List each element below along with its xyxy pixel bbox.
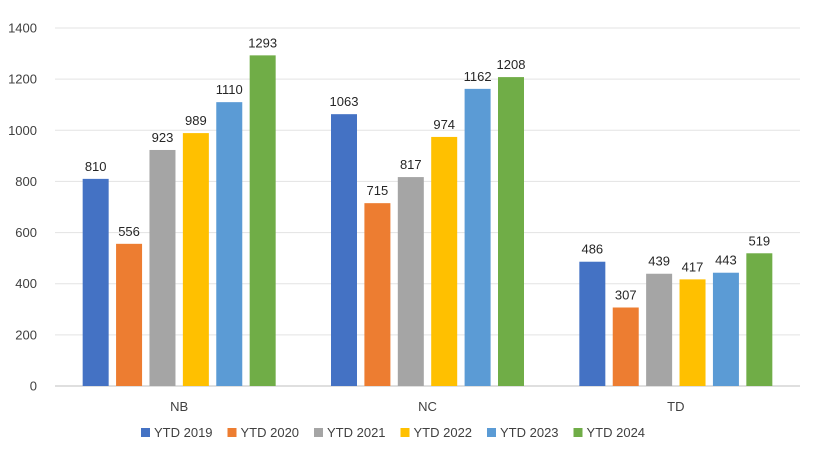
data-label: 486 <box>581 242 603 257</box>
legend: YTD 2019 YTD 2020 YTD 2021 YTD 2022 YTD 2023… <box>141 425 645 440</box>
gridlines <box>55 27 800 387</box>
bar-nc-ytd-2022 <box>431 136 458 386</box>
bars <box>82 55 773 387</box>
data-label: 1208 <box>497 57 526 72</box>
bar-nc-ytd-2023 <box>464 88 491 387</box>
x-tick-label-nc: NC <box>418 399 437 414</box>
bar-td-ytd-2024 <box>746 253 773 386</box>
data-label: 715 <box>367 183 389 198</box>
bar-nb-ytd-2023 <box>216 102 243 387</box>
bar-nb-ytd-2022 <box>182 133 209 386</box>
legend-label: YTD 2023 <box>500 425 559 440</box>
legend-swatch <box>573 428 583 437</box>
legend-label: YTD 2019 <box>154 425 213 440</box>
bar-nc-ytd-2019 <box>331 114 357 386</box>
bar-nb-ytd-2024 <box>249 55 276 387</box>
bar-td-ytd-2019 <box>579 261 606 386</box>
data-label: 1293 <box>248 35 277 50</box>
legend-label: YTD 2021 <box>327 425 386 440</box>
data-label: 1162 <box>464 69 492 84</box>
legend-label: YTD 2022 <box>414 425 473 440</box>
y-axis: 0 200 400 600 800 1000 1200 1400 <box>8 21 37 394</box>
y-tick-label: 1400 <box>8 21 37 36</box>
x-axis: NB NC TD <box>170 399 684 414</box>
legend-label: YTD 2020 <box>241 425 300 440</box>
data-labels: 810 556 923 989 1110 1293 1063 715 817 974 1162 120… <box>85 35 770 302</box>
legend-swatch <box>314 428 323 437</box>
data-label: 974 <box>433 117 455 132</box>
bar-nb-ytd-2019 <box>82 178 109 386</box>
data-label: 1110 <box>216 82 243 97</box>
legend-swatch <box>400 428 410 437</box>
bar-nc-ytd-2021 <box>397 177 424 386</box>
bar-nb-ytd-2021 <box>149 149 176 386</box>
data-label: 417 <box>682 259 704 274</box>
bar-nc-ytd-2020 <box>364 203 391 386</box>
y-tick-label: 1200 <box>8 72 37 87</box>
data-label: 439 <box>648 254 670 269</box>
x-tick-label-nb: NB <box>170 399 188 414</box>
y-tick-label: 200 <box>15 327 37 342</box>
y-tick-label: 0 <box>30 379 37 394</box>
bar-nb-ytd-2020 <box>116 243 143 386</box>
legend-label: YTD 2024 <box>587 425 646 440</box>
data-label: 810 <box>85 159 107 174</box>
data-label: 307 <box>615 287 637 302</box>
bar-td-ytd-2022 <box>679 279 706 386</box>
data-label: 989 <box>185 113 207 128</box>
bar-td-ytd-2020 <box>612 307 639 386</box>
y-tick-label: 800 <box>15 174 37 189</box>
data-label: 923 <box>152 130 174 145</box>
data-label: 817 <box>400 157 422 172</box>
legend-swatch <box>487 428 496 437</box>
bar-nc-ytd-2024 <box>498 77 524 387</box>
data-label: 443 <box>715 253 737 268</box>
data-label: 519 <box>748 233 770 248</box>
x-tick-label-td: TD <box>667 399 684 414</box>
bar-td-ytd-2021 <box>646 273 673 386</box>
legend-swatch <box>227 428 237 437</box>
data-label: 556 <box>118 224 140 239</box>
y-tick-label: 1000 <box>8 123 37 138</box>
data-label: 1063 <box>330 94 359 109</box>
y-tick-label: 400 <box>15 276 37 291</box>
y-tick-label: 600 <box>15 225 37 240</box>
bar-td-ytd-2023 <box>712 272 739 386</box>
legend-swatch <box>141 428 150 437</box>
